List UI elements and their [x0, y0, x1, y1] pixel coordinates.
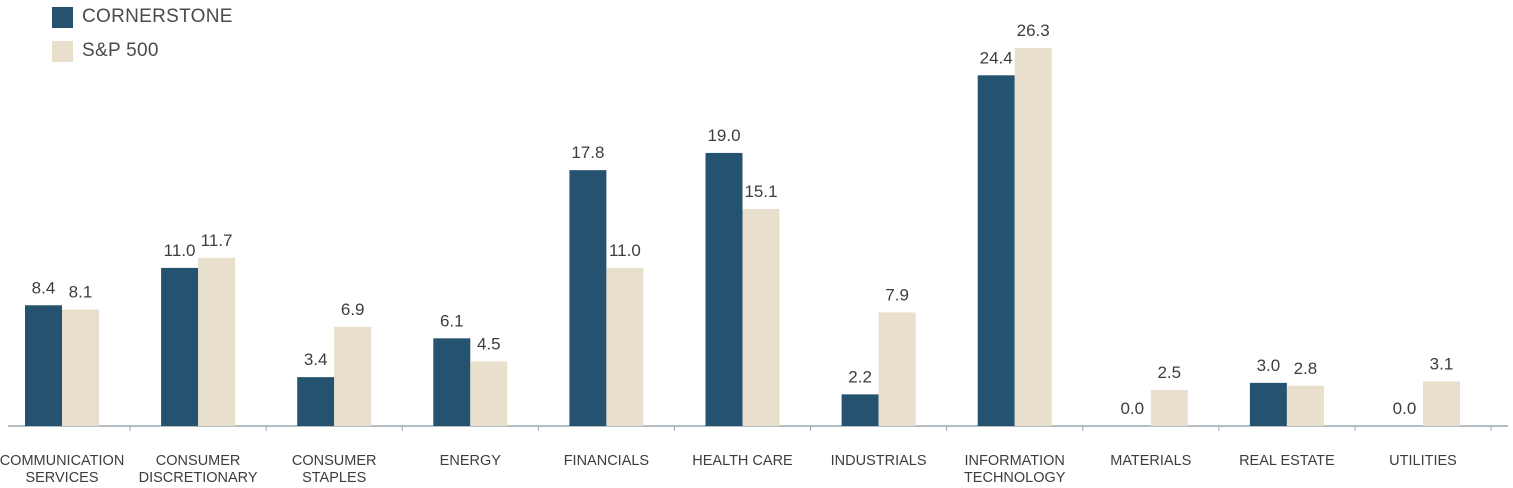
- data-label-cornerstone: 19.0: [707, 126, 740, 145]
- x-tick-label: CONSUMER STAPLES: [292, 453, 377, 486]
- data-label-cornerstone: 11.0: [164, 241, 196, 260]
- bar-sp500: [62, 309, 99, 426]
- bar-sp500: [1150, 390, 1188, 426]
- bar-cornerstone: [1249, 382, 1287, 426]
- data-label-cornerstone: 8.4: [32, 278, 56, 297]
- x-tick-label: MATERIALS: [1110, 453, 1191, 469]
- x-tick-label: CONSUMER DISCRETIONARY: [139, 453, 258, 486]
- legend-item-cornerstone: CORNERSTONE: [52, 0, 233, 34]
- bar-sp500: [606, 267, 644, 426]
- x-tick-label: COMMUNICATION SERVICES: [0, 453, 124, 486]
- data-label-cornerstone: 0.0: [1393, 399, 1417, 418]
- bar-sp500: [742, 208, 780, 426]
- data-label-cornerstone: 2.2: [848, 367, 872, 386]
- data-label-sp500: 2.5: [1157, 363, 1181, 382]
- data-label-sp500: 4.5: [477, 334, 501, 353]
- x-tick-label: INFORMATION TECHNOLOGY: [964, 453, 1066, 486]
- legend-swatch-sp500: [52, 40, 73, 62]
- bar-cornerstone: [977, 75, 1015, 426]
- data-label-sp500: 3.1: [1430, 354, 1454, 373]
- bar-sp500: [1286, 385, 1324, 426]
- x-tick-label: HEALTH CARE: [692, 453, 793, 469]
- bar-sp500: [334, 326, 372, 426]
- x-tick-label: FINANCIALS: [564, 453, 649, 469]
- bar-sp500: [198, 257, 236, 426]
- data-label-sp500: 11.0: [609, 241, 641, 260]
- bar-cornerstone: [297, 377, 335, 426]
- bar-sp500: [470, 361, 508, 426]
- bar-cornerstone: [161, 267, 199, 426]
- bar-sp500: [1423, 381, 1460, 426]
- bar-sp500: [878, 312, 916, 426]
- data-label-sp500: 6.9: [341, 300, 365, 319]
- data-label-sp500: 11.7: [201, 231, 233, 250]
- x-tick-label: INDUSTRIALS: [831, 453, 927, 469]
- data-label-sp500: 7.9: [885, 285, 909, 304]
- data-label-cornerstone: 3.4: [304, 350, 328, 369]
- data-label-cornerstone: 3.0: [1257, 356, 1281, 375]
- x-tick-label: ENERGY: [440, 453, 502, 469]
- data-label-sp500: 2.8: [1294, 359, 1318, 378]
- bar-cornerstone: [433, 338, 471, 426]
- legend: CORNERSTONE S&P 500: [52, 0, 233, 68]
- data-label-sp500: 26.3: [1017, 21, 1050, 40]
- legend-swatch-cornerstone: [52, 6, 73, 28]
- legend-label-sp500: S&P 500: [82, 40, 159, 61]
- bar-cornerstone: [841, 394, 879, 426]
- data-label-cornerstone: 6.1: [440, 311, 464, 330]
- bar-sp500: [1014, 48, 1052, 426]
- bar-cornerstone: [25, 305, 62, 426]
- legend-item-sp500: S&P 500: [52, 34, 233, 68]
- data-label-sp500: 15.1: [744, 182, 777, 201]
- data-label-cornerstone: 24.4: [980, 48, 1013, 67]
- x-tick-label: REAL ESTATE: [1239, 453, 1335, 469]
- data-label-cornerstone: 0.0: [1120, 399, 1144, 418]
- x-tick-label: UTILITIES: [1389, 453, 1457, 469]
- legend-label-cornerstone: CORNERSTONE: [82, 6, 233, 27]
- bar-cornerstone: [569, 170, 607, 426]
- data-label-sp500: 8.1: [69, 283, 93, 302]
- data-label-cornerstone: 17.8: [571, 143, 604, 162]
- bar-cornerstone: [705, 152, 743, 426]
